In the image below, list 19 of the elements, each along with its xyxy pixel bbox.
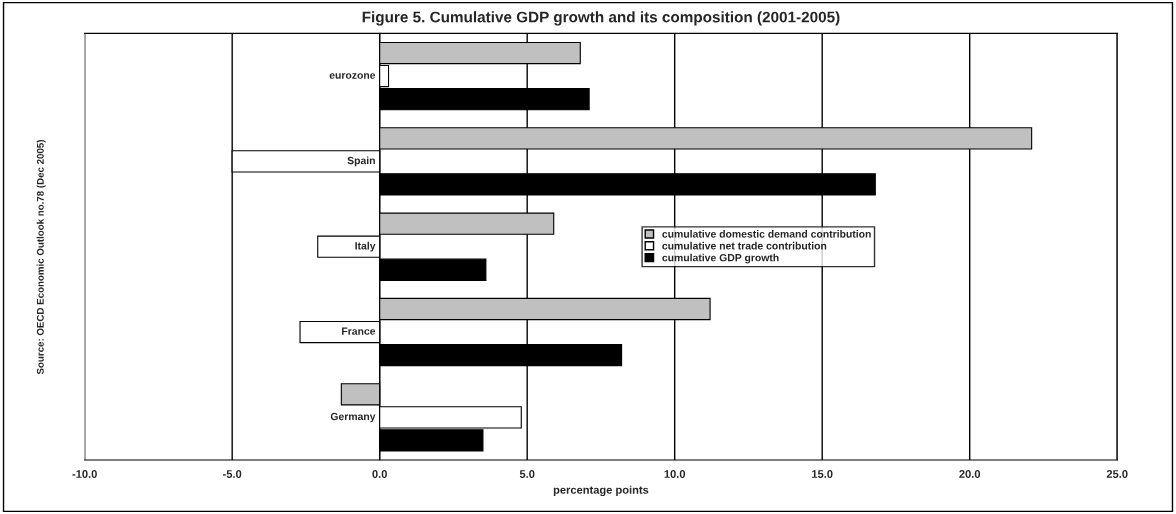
x-tick-label: 25.0 [1106, 470, 1128, 478]
y-tick-label: Spain [347, 156, 375, 167]
y-tick-label: France [342, 327, 376, 335]
x-tick-label: 0.0 [372, 470, 387, 478]
legend-label: cumulative GDP growth [662, 253, 779, 264]
x-tick-label: 15.0 [812, 470, 833, 478]
chart-title: Figure 5. Cumulative GDP growth and its composition (2001-2005) [362, 11, 840, 26]
y-tick-label: Italy [355, 241, 376, 252]
x-tick-label: -10.0 [72, 470, 97, 478]
x-tick-label: 5.0 [519, 470, 535, 478]
x-tick-label: 20.0 [959, 470, 981, 478]
source-note: Source: OECD Economic Outlook no.78 (Dec 2005) [36, 139, 46, 375]
legend-label: cumulative net trade contribution [662, 241, 827, 250]
y-tick-label: eurozone [329, 73, 376, 79]
x-tick-label: -5.0 [223, 470, 242, 478]
y-tick-label: Germany [330, 412, 376, 423]
x-axis-title: percentage points [553, 485, 649, 497]
x-tick-label: 10.0 [664, 470, 686, 478]
legend-label: cumulative domestic demand contribution [662, 230, 871, 238]
